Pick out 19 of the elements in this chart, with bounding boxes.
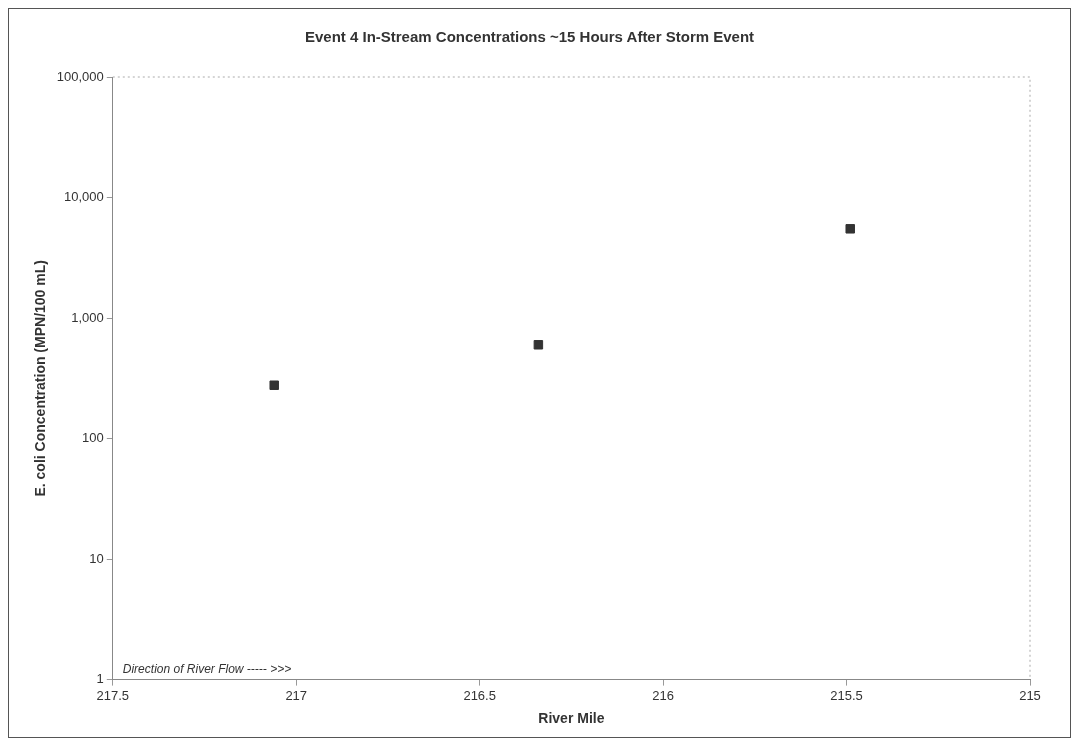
x-tick-label: 215.5 [830, 687, 863, 703]
x-tick-label: 215 [1019, 687, 1041, 703]
y-tick-label: 10,000 [64, 189, 104, 205]
x-tick-label: 217 [285, 687, 308, 703]
x-axis-title: River Mile [538, 710, 605, 727]
point [269, 380, 279, 390]
chart-title: Event 4 In-Stream Concentrations ~15 Hours After Storm Event [304, 28, 755, 46]
point [845, 224, 855, 234]
y-tick-label: 100,000 [56, 68, 104, 84]
y-tick-label: 1 [96, 671, 104, 687]
x-tick-label: 216 [652, 687, 674, 703]
y-axis-title: E. coli Concentration (MPN/100 mL) [32, 260, 49, 497]
point [533, 340, 544, 350]
y-tick-label: 10 [89, 550, 104, 566]
x-tick-label: 216.5 [463, 687, 496, 703]
y-tick-label: 1,000 [71, 309, 104, 325]
annotation: Direction of River Flow ----- >>> [122, 661, 292, 676]
x-tick-label: 217.5 [96, 687, 130, 703]
y-tick-label: 100 [82, 430, 104, 446]
